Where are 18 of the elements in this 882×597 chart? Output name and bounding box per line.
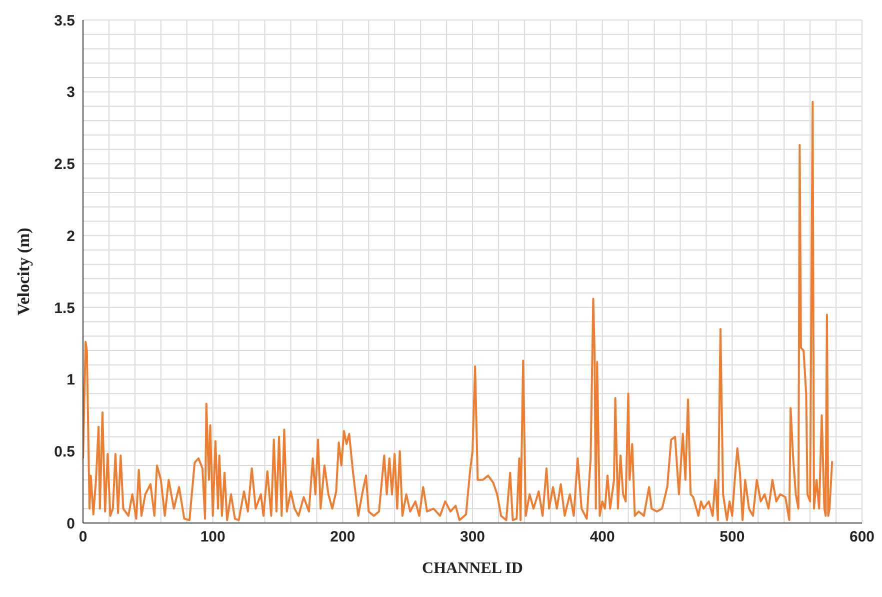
y-tick-label: 2 (66, 228, 75, 245)
line-series (83, 100, 834, 522)
x-tick-label: 0 (78, 528, 88, 546)
y-tick-label: 1.5 (54, 300, 75, 317)
x-tick-label: 600 (849, 528, 875, 546)
y-tick-label: 3.5 (54, 12, 75, 30)
x-tick-label: 500 (720, 528, 745, 546)
y-tick-label: 1 (66, 372, 75, 389)
y-tick-label: 0.5 (54, 443, 75, 460)
x-tick-label: 400 (590, 528, 615, 546)
x-tick-label: 300 (460, 528, 486, 546)
x-tick-label: 100 (200, 528, 226, 546)
y-tick-label: 0 (66, 515, 75, 532)
y-tick-label: 2.5 (54, 156, 75, 174)
y-axis-title: Velocity (m) (14, 228, 34, 316)
x-tick-label: 200 (330, 528, 356, 546)
x-axis-title: CHANNEL ID (422, 560, 523, 577)
y-tick-label: 3 (66, 84, 75, 102)
